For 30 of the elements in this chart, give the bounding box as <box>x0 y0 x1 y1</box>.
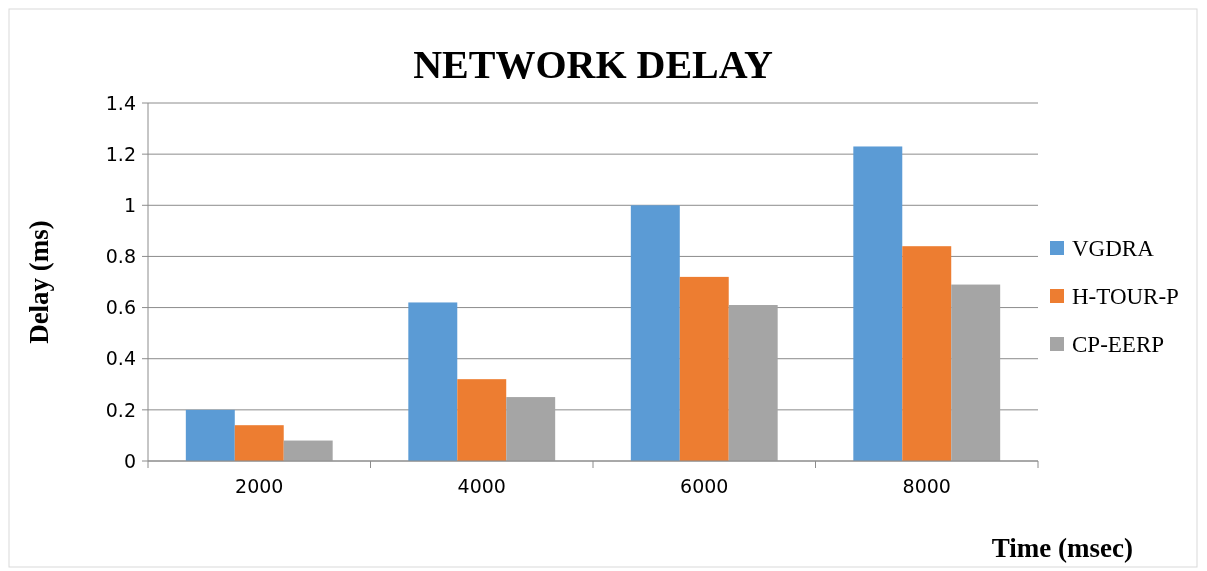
bar <box>185 409 235 461</box>
x-tick-label: 6000 <box>680 475 729 497</box>
bar <box>853 146 903 461</box>
legend-label: H-TOUR-P <box>1072 284 1179 310</box>
y-tick-label: 1.2 <box>105 142 136 165</box>
bar <box>728 305 778 461</box>
legend-label: CP-EERP <box>1072 332 1165 358</box>
bar <box>408 302 458 461</box>
x-axis-title: Time (msec) <box>991 533 1133 563</box>
bar <box>457 379 507 461</box>
chart-title: NETWORK DELAY <box>413 42 773 87</box>
bar <box>630 205 680 461</box>
y-tick-label: 0.4 <box>105 347 136 370</box>
bar <box>283 440 333 461</box>
y-tick-label: 0 <box>123 449 136 472</box>
bar <box>506 397 556 461</box>
bar <box>234 425 284 461</box>
x-tick-label: 4000 <box>457 475 506 497</box>
bar <box>679 276 729 461</box>
y-tick-label: 0.2 <box>105 398 136 421</box>
bar <box>902 246 952 461</box>
legend-label: VGDRA <box>1072 236 1155 262</box>
bar <box>951 284 1001 461</box>
y-tick-label: 0.6 <box>105 296 136 319</box>
y-tick-label: 1.4 <box>105 91 136 114</box>
x-tick-label: 8000 <box>902 475 951 497</box>
y-tick-label: 1 <box>123 193 136 216</box>
y-tick-label: 0.8 <box>105 245 136 268</box>
x-tick-label: 2000 <box>235 475 284 497</box>
y-axis-title: Delay (ms) <box>24 220 54 344</box>
